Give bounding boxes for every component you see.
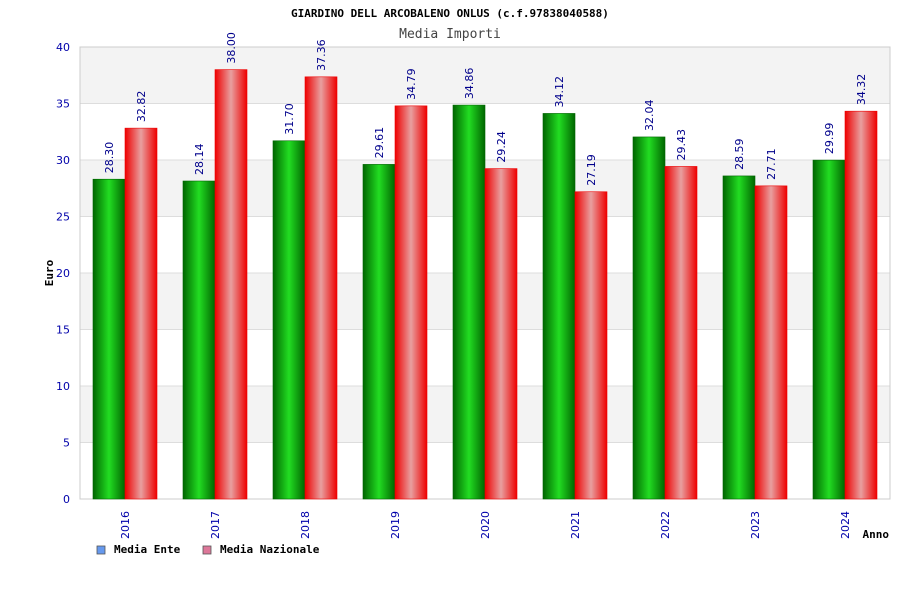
y-tick-label: 10 xyxy=(56,380,70,393)
legend-label-media-nazionale: Media Nazionale xyxy=(220,543,320,556)
data-label: 32.04 xyxy=(643,99,656,131)
x-axis-ticks: 2016 2017 2018 2019 2020 2021 2022 2023 2024 xyxy=(119,511,852,539)
bar-media-nazionale xyxy=(574,191,608,500)
x-tick-label: 2021 xyxy=(569,511,582,539)
x-tick-label: 2024 xyxy=(839,511,852,539)
data-label: 27.19 xyxy=(585,154,598,186)
plot-band xyxy=(80,47,890,104)
y-axis-ticks: 0 5 10 15 20 25 30 35 40 xyxy=(56,41,70,506)
bar-media-ente xyxy=(452,104,486,500)
bar-media-ente xyxy=(542,113,576,500)
y-axis-label: Euro xyxy=(43,259,56,286)
bar-media-nazionale xyxy=(124,127,158,500)
bar-media-ente xyxy=(632,136,666,500)
data-label: 38.00 xyxy=(225,32,238,64)
x-tick-label: 2023 xyxy=(749,511,762,539)
bar-media-nazionale xyxy=(484,168,518,500)
y-tick-label: 35 xyxy=(56,98,70,111)
x-tick-label: 2019 xyxy=(389,511,402,539)
data-label: 28.30 xyxy=(103,142,116,174)
data-label: 29.24 xyxy=(495,131,508,163)
bar-media-ente xyxy=(362,164,396,500)
data-label: 34.32 xyxy=(855,74,868,106)
x-axis-label: Anno xyxy=(863,528,890,541)
bars: 28.30 32.82 28.14 38.00 31.70 37.36 29.61 34.79… xyxy=(92,32,878,500)
legend-swatch-media-nazionale xyxy=(202,545,212,555)
bar-media-ente xyxy=(722,175,756,500)
data-label: 27.71 xyxy=(765,148,778,180)
data-label: 32.82 xyxy=(135,91,148,123)
bar-media-ente xyxy=(272,140,306,500)
bar-media-nazionale xyxy=(754,185,788,500)
bar-media-ente xyxy=(812,159,846,500)
y-tick-label: 40 xyxy=(56,41,70,54)
bar-media-ente xyxy=(182,180,216,500)
data-label: 34.86 xyxy=(463,68,476,100)
y-tick-label: 25 xyxy=(56,211,70,224)
data-label: 28.59 xyxy=(733,138,746,170)
legend-label-media-ente: Media Ente xyxy=(114,543,181,556)
data-label: 34.79 xyxy=(405,68,418,100)
data-label: 34.12 xyxy=(553,76,566,108)
bar-media-ente xyxy=(92,178,126,500)
bar-media-nazionale xyxy=(394,105,428,500)
legend-swatch-media-ente xyxy=(96,545,106,555)
data-label: 29.61 xyxy=(373,127,386,159)
chart-subtitle: Media Importi xyxy=(399,27,501,42)
data-label: 31.70 xyxy=(283,103,296,135)
legend: Media Ente Media Nazionale xyxy=(96,543,320,556)
bar-media-nazionale xyxy=(214,69,248,500)
data-label: 37.36 xyxy=(315,39,328,71)
y-tick-label: 5 xyxy=(63,437,70,450)
bar-media-nazionale xyxy=(304,76,338,500)
bar-media-nazionale xyxy=(844,110,878,500)
data-label: 29.43 xyxy=(675,129,688,161)
bar-media-nazionale xyxy=(664,166,698,500)
x-tick-label: 2020 xyxy=(479,511,492,539)
data-label: 29.99 xyxy=(823,123,836,155)
x-tick-label: 2016 xyxy=(119,511,132,539)
y-tick-label: 20 xyxy=(56,267,70,280)
chart-title: GIARDINO DELL ARCOBALENO ONLUS (c.f.9783… xyxy=(291,7,609,20)
x-tick-label: 2022 xyxy=(659,511,672,539)
data-label: 28.14 xyxy=(193,144,206,176)
x-tick-label: 2017 xyxy=(209,511,222,539)
y-tick-label: 30 xyxy=(56,154,70,167)
x-tick-label: 2018 xyxy=(299,511,312,539)
y-tick-label: 15 xyxy=(56,324,70,337)
y-tick-label: 0 xyxy=(63,493,70,506)
